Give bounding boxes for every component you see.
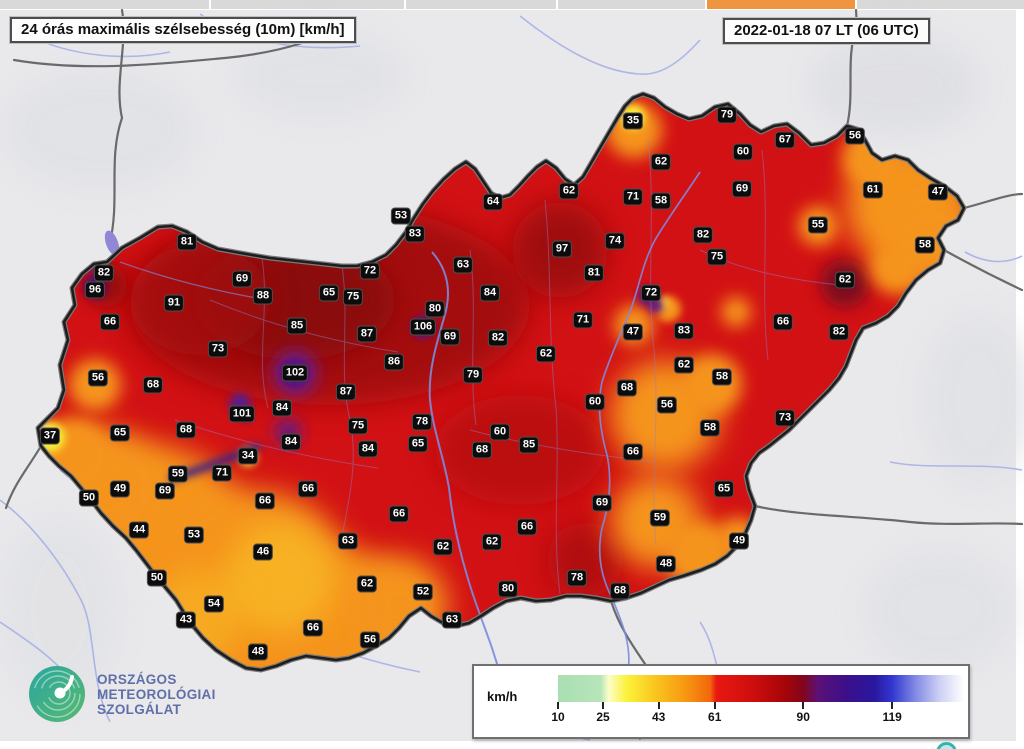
river-danube-tisza — [119, 171, 701, 741]
tab-segment[interactable] — [558, 0, 705, 9]
terrain-shading — [0, 33, 1024, 700]
legend-tick-label: 43 — [652, 710, 666, 724]
map-datetime-box: 2022-01-18 07 LT (06 UTC) — [723, 18, 930, 44]
omsz-logo-text: ORSZÁGOS METEOROLÓGIAI SZOLGÁLAT — [97, 672, 216, 717]
tab-segment[interactable] — [406, 0, 556, 9]
legend-tick-label: 10 — [551, 710, 565, 724]
omsz-logo-icon — [29, 666, 85, 722]
tab-segment[interactable] — [211, 0, 404, 9]
legend-tick-mark — [657, 702, 660, 709]
legend-tick-mark — [802, 702, 805, 709]
lake-ferto — [104, 230, 120, 256]
legend-tick-mark — [713, 702, 716, 709]
legend-tick-mark — [557, 702, 559, 709]
legend-box: km/h 10 25 43 61 90 119 — [472, 664, 970, 739]
map-datetime: 2022-01-18 07 LT (06 UTC) — [734, 22, 919, 39]
tab-segment[interactable] — [0, 0, 209, 9]
legend-tick-label: 90 — [796, 710, 810, 724]
map-title: 24 órás maximális szélsebesség (10m) [km… — [21, 21, 345, 38]
legend-tick-label: 61 — [708, 710, 722, 724]
logo-line-1: ORSZÁGOS — [97, 671, 177, 687]
browser-tab-strip[interactable] — [0, 0, 1024, 10]
legend-gradient-bar — [558, 675, 964, 702]
map-title-box: 24 órás maximális szélsebesség (10m) [km… — [10, 17, 356, 43]
legend-tick-mark — [602, 702, 605, 709]
logo-line-2: METEOROLÓGIAI — [97, 686, 216, 702]
logo-line-3: SZOLGÁLAT — [97, 701, 182, 717]
tab-segment[interactable] — [857, 0, 1024, 9]
tab-segment[interactable] — [707, 0, 855, 9]
legend-tick-mark — [891, 702, 894, 709]
legend-tick-label: 119 — [882, 710, 902, 724]
omsz-logo: ORSZÁGOS METEOROLÓGIAI SZOLGÁLAT — [26, 663, 216, 725]
legend-unit-label: km/h — [487, 689, 518, 704]
legend-tick-label: 25 — [596, 710, 610, 724]
